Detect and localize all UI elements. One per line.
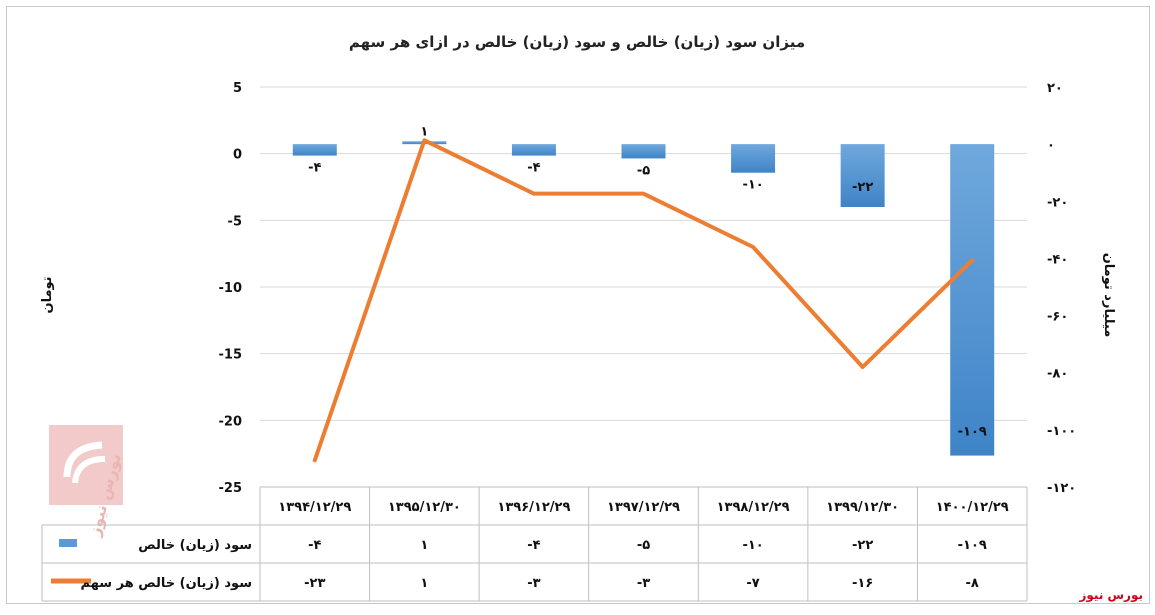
- table-cell: -۳: [637, 576, 650, 591]
- table-cell: -۳: [527, 576, 540, 591]
- table-cell: -۴: [527, 538, 540, 553]
- left-tick-label: 0: [233, 148, 242, 163]
- left-tick-label: -25: [219, 481, 243, 496]
- table-cell: -۱۰: [742, 538, 763, 553]
- bar-data-label: -۵: [637, 163, 650, 178]
- chart-title: میزان سود (زیان) خالص و سود (زیان) خالص …: [349, 33, 805, 51]
- category-label: ۱۳۹۹/۱۲/۳۰: [826, 500, 899, 515]
- bar-data-label: -۱۰۹: [958, 425, 987, 440]
- left-tick-label: -5: [228, 214, 242, 229]
- table-cell: -۷: [746, 576, 759, 591]
- right-tick-label: -۶۰: [1047, 310, 1068, 325]
- bar-data-label: -۱۰: [742, 178, 763, 193]
- legend-label: سود (زیان) خالص هر سهم: [81, 576, 252, 591]
- right-tick-label: -۴۰: [1047, 252, 1068, 267]
- table-cell: -۵: [637, 538, 650, 553]
- category-label: ۱۳۹۷/۱۲/۲۹: [607, 500, 680, 515]
- right-axis-ticks: ۲۰ ۰ -۲۰ -۴۰ -۶۰ -۸۰ -۱۰۰ -۱۲۰: [1047, 81, 1076, 496]
- table-cell: -۱۶: [852, 576, 873, 591]
- bar: [621, 144, 666, 159]
- bar-data-label: -۴: [308, 161, 321, 176]
- bar-data-label: -۴: [527, 161, 540, 176]
- right-tick-label: -۲۰: [1047, 195, 1068, 210]
- right-tick-label: -۱۲۰: [1047, 481, 1076, 496]
- watermark-logo: بورس نیوز: [49, 425, 125, 539]
- left-tick-label: 5: [233, 81, 242, 96]
- bar-series: [292, 141, 995, 456]
- legend-key-bar: [59, 539, 77, 547]
- left-tick-label: -20: [219, 414, 243, 429]
- bar-data-label: ۱: [420, 124, 428, 139]
- series-line: [312, 138, 975, 463]
- line-series: [312, 138, 975, 463]
- right-tick-label: -۸۰: [1047, 367, 1068, 382]
- right-tick-label: -۱۰۰: [1047, 424, 1076, 439]
- left-tick-label: -10: [219, 281, 243, 296]
- chart-frame: بورس نیوز میزان سود (زیان) خالص و سود (ز…: [6, 6, 1150, 604]
- legend-label: سود (زیان) خالص: [138, 538, 252, 553]
- left-axis-ticks: 5 0 -5 -10 -15 -20 -25: [219, 81, 243, 496]
- right-tick-label: ۲۰: [1047, 81, 1063, 96]
- table-cell: -۴: [308, 538, 321, 553]
- left-tick-label: -15: [219, 348, 243, 363]
- bar: [840, 144, 885, 207]
- category-label: ۱۳۹۶/۱۲/۲۹: [497, 500, 570, 515]
- table-cell: -۱۰۹: [958, 538, 987, 553]
- right-axis-label: میلیارد تومان: [1101, 253, 1116, 338]
- bar: [292, 144, 337, 156]
- category-label: ۱۳۹۵/۱۲/۳۰: [388, 500, 461, 515]
- chart: بورس نیوز میزان سود (زیان) خالص و سود (ز…: [40, 33, 1143, 603]
- table-cell: ۱: [420, 576, 428, 591]
- bar: [511, 144, 556, 156]
- category-label: ۱۴۰۰/۱۲/۲۹: [936, 500, 1009, 515]
- category-label: ۱۳۹۸/۱۲/۲۹: [717, 500, 790, 515]
- left-axis-label: تومان: [40, 276, 55, 313]
- bar: [731, 144, 776, 173]
- data-table: ۱۳۹۴/۱۲/۲۹ ۱۳۹۵/۱۲/۳۰ ۱۳۹۶/۱۲/۲۹ ۱۳۹۷/۱۲/۲۹…: [41, 486, 1028, 602]
- bar-data-labels: -۴ ۱ -۴ -۵ -۱۰ -۲۲ -۱۰۹: [308, 124, 987, 439]
- right-tick-label: ۰: [1047, 138, 1055, 153]
- table-cell: -۲۲: [852, 538, 873, 553]
- table-cell: ۱: [420, 538, 428, 553]
- table-cell: -۲۳: [304, 576, 325, 591]
- source-label: بورس نیوز: [1078, 588, 1143, 603]
- bar-data-label: -۲۲: [852, 180, 873, 195]
- table-cell: -۸: [966, 576, 979, 591]
- category-label: ۱۳۹۴/۱۲/۲۹: [278, 500, 351, 515]
- bar: [950, 144, 995, 456]
